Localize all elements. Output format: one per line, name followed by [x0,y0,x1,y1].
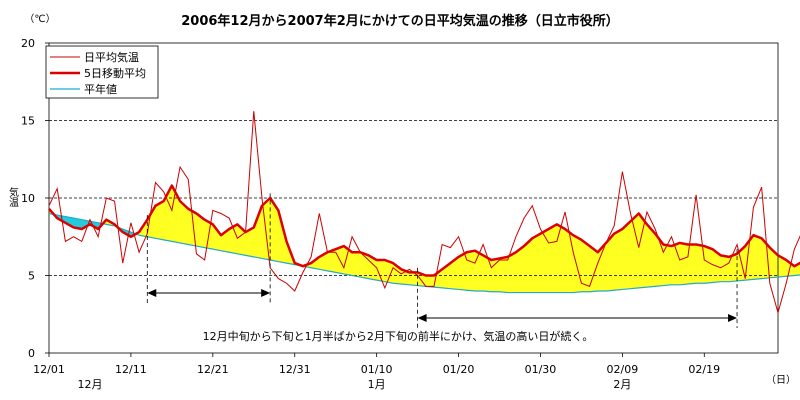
series-line-daily [48,111,800,315]
x-month-label: 12月 [77,378,102,391]
above-normal-fill [622,220,631,290]
above-normal-fill [482,255,492,292]
period-arrow-head-left [417,314,427,322]
period-arrow-head-left [147,289,157,297]
above-normal-fill [564,228,574,293]
x-tick-label: 01/10 [361,363,393,376]
y-tick-label: 10 [21,192,35,205]
x-tick-label: 12/21 [197,363,229,376]
x-tick-label: 01/30 [525,363,557,376]
y-tick-label: 20 [21,37,35,50]
x-month-label: 1月 [368,378,386,391]
above-normal-fill [155,200,164,241]
above-normal-fill [507,251,517,293]
x-tick-label: 12/31 [279,363,311,376]
x-month-label: 2月 [613,378,631,391]
x-tick-label: 01/20 [443,363,475,376]
above-normal-fill [466,250,476,292]
above-normal-fill [720,255,730,282]
line-layer [48,111,800,315]
annotation-layer: 12月中旬から下旬と1月半ばから2月下旬の前半にかけ、気温の高い日が続く。 [146,193,738,343]
above-normal-fill [613,228,623,291]
above-normal-fill [753,234,762,280]
x-tick-label: 02/09 [607,363,639,376]
x-tick-label: 02/19 [688,363,720,376]
above-normal-fill [556,224,566,293]
above-normal-fill [532,233,541,293]
y-axis-label: 気温 [7,186,19,207]
above-normal-fill [425,275,435,288]
legend-label-normal: 平年値 [84,82,117,96]
y-tick-label: 15 [21,115,35,128]
series-line-moving-average [48,184,800,277]
above-normal-fill [704,245,713,284]
chart-title: 2006年12月から2007年2月にかけての日平均気温の推移（日立市役所） [181,13,619,29]
above-normal-fill [540,228,549,293]
above-normal-fill [499,256,508,293]
above-normal-fill [589,245,598,292]
axis-layer: 0 5 10 15 20 12/01 12/11 12/21 12/31 01/10 01/20 01… [21,37,779,391]
legend-label-daily: 日平均気温 [84,50,139,64]
above-normal-fill [630,213,639,289]
x-tick-label: 12/11 [115,363,147,376]
y-unit-label: （℃） [24,13,55,25]
above-normal-fill [515,245,525,293]
above-normal-fill [573,234,582,293]
above-normal-fill [548,224,558,293]
period-arrow-head-right [728,314,738,322]
above-normal-fill [474,250,484,292]
y-tick-label: 5 [28,270,35,283]
above-normal-fill [351,252,361,278]
above-normal-fill [679,242,689,286]
legend: 日平均気温 5日移動平均 平年値 [45,45,159,99]
grid-layer [49,120,778,276]
legend-label-moving-average: 5日移動平均 [84,66,146,80]
period-arrow-head-right [261,289,271,297]
x-unit-label: （日） [766,374,796,386]
y-tick-label: 0 [28,347,35,360]
x-tick-label: 12/01 [33,363,65,376]
above-normal-fill [728,253,738,282]
annotation-text: 12月中旬から下旬と1月半ばから2月下旬の前半にかけ、気温の高い日が続く。 [203,329,594,343]
